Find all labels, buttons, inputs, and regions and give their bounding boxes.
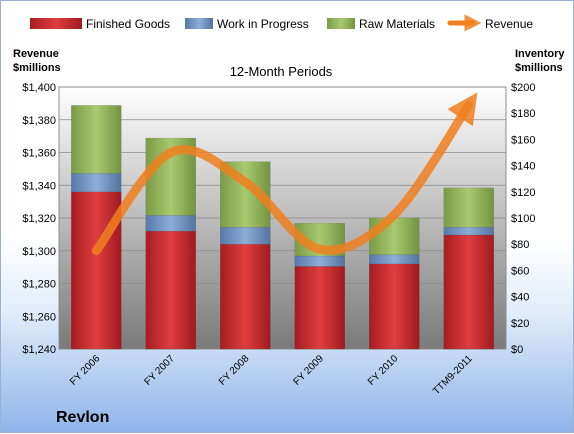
right-axis-tick-label: $40 [511, 292, 529, 304]
bar-raw-materials [71, 105, 121, 173]
category-label: FY 2006 [68, 353, 103, 388]
left-axis-tick-label: $1,320 [22, 213, 56, 225]
left-axis-tick-label: $1,340 [22, 180, 56, 192]
category-axis-labels: FY 2006 FY 2007 FY 2008 FY 2009 FY 2010 TTM9-… [68, 353, 475, 397]
right-axis-tick-label: $200 [511, 82, 535, 94]
category-label: FY 2007 [142, 353, 177, 388]
left-axis-tick-label: $1,260 [22, 311, 56, 323]
bar-work-in-progress [369, 255, 419, 264]
legend-label-revenue: Revenue [485, 17, 533, 31]
left-axis-tick-label: $1,240 [22, 344, 56, 356]
bar-finished-goods [444, 235, 494, 349]
bar-work-in-progress [295, 256, 345, 266]
category-label: TTM9-2011 [431, 353, 475, 397]
right-axis-tick-label: $0 [511, 344, 523, 356]
bar-raw-materials [369, 218, 419, 255]
bar-work-in-progress [444, 227, 494, 235]
legend: Finished Goods Work in Progress Raw Mate… [30, 17, 533, 31]
left-axis-title-line2: $millions [13, 62, 61, 74]
left-axis-tick-label: $1,400 [22, 82, 56, 94]
bar-work-in-progress [146, 215, 196, 231]
right-axis-ticks: $0 $20 $40 $60 $80 $100 $120 $140 $160 $180 $200 [511, 82, 535, 356]
bar-finished-goods [220, 244, 270, 349]
right-axis-tick-label: $20 [511, 318, 529, 330]
legend-swatch-finished-goods [30, 18, 82, 29]
category-label: FY 2009 [291, 353, 326, 388]
legend-label-raw-materials: Raw Materials [359, 17, 435, 31]
left-axis-tick-label: $1,280 [22, 279, 56, 291]
right-axis-tick-label: $120 [511, 187, 535, 199]
bar-work-in-progress [71, 173, 121, 191]
left-axis-tick-label: $1,380 [22, 115, 56, 127]
bar-finished-goods [146, 231, 196, 349]
legend-label-finished-goods: Finished Goods [86, 17, 170, 31]
right-axis-tick-label: $60 [511, 265, 529, 277]
right-axis-tick-label: $80 [511, 239, 529, 251]
right-axis-tick-label: $140 [511, 161, 535, 173]
bar-work-in-progress [220, 227, 270, 244]
left-axis-tick-label: $1,360 [22, 148, 56, 160]
bar-raw-materials [444, 188, 494, 227]
right-axis-tick-label: $100 [511, 213, 535, 225]
chart-title: 12-Month Periods [230, 64, 333, 79]
left-axis-title-line1: Revenue [13, 48, 59, 60]
left-axis-ticks: $1,240 $1,260 $1,280 $1,300 $1,320 $1,340 $1,3… [22, 82, 56, 356]
category-label: FY 2010 [366, 353, 401, 388]
legend-swatch-raw-materials [327, 18, 355, 29]
bar-finished-goods [369, 264, 419, 349]
company-name: Revlon [56, 409, 109, 426]
right-axis-tick-label: $180 [511, 108, 535, 120]
legend-label-work-in-progress: Work in Progress [217, 17, 309, 31]
bar-finished-goods [295, 266, 345, 349]
right-axis-title-line1: Inventory [515, 48, 565, 60]
right-axis-title-line2: $millions [515, 62, 563, 74]
legend-swatch-work-in-progress [185, 18, 213, 29]
right-axis-tick-label: $160 [511, 134, 535, 146]
left-axis-tick-label: $1,300 [22, 246, 56, 258]
category-label: FY 2008 [217, 353, 252, 388]
